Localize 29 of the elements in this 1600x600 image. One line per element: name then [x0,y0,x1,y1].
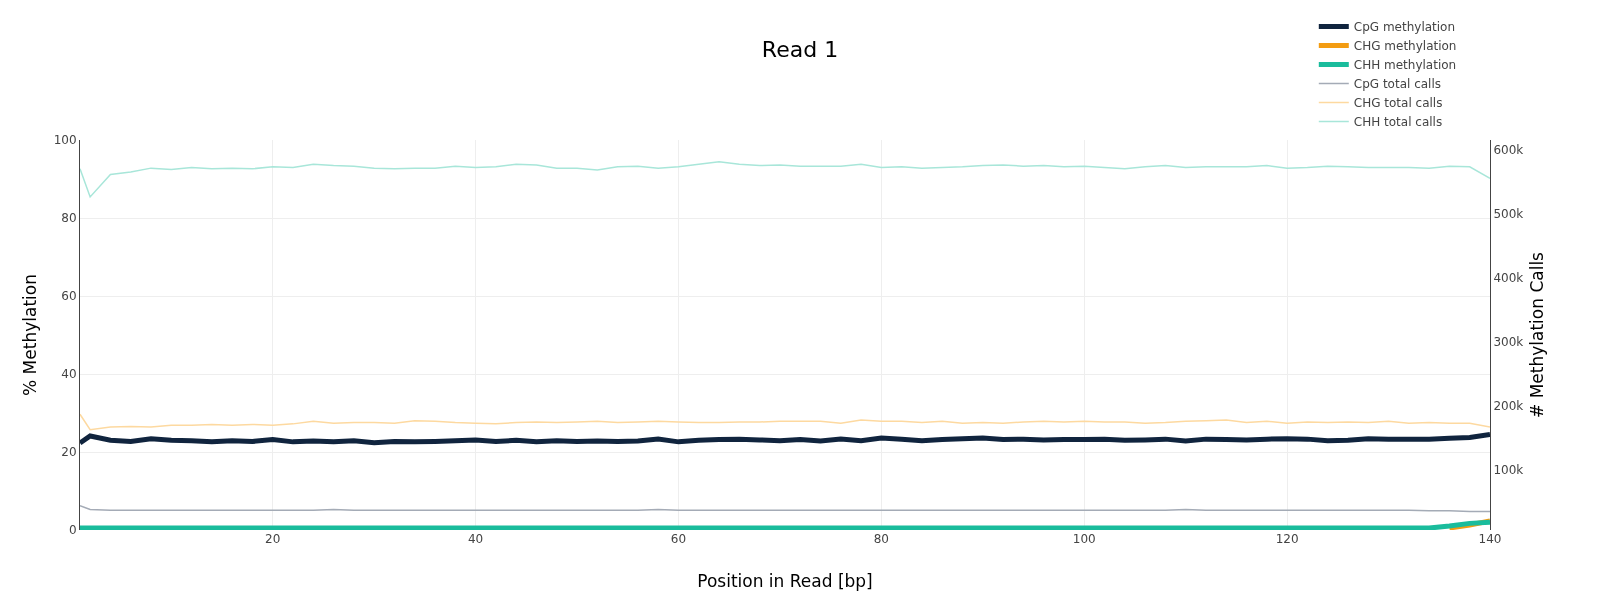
y2-tick-label: 400k [1493,271,1524,286]
y-tick-label: 80 [61,211,77,226]
chart-title: Read 1 [761,37,839,63]
y2-axis-title: # Methylation Calls [1526,251,1547,418]
x-tick-label: 20 [265,532,281,546]
legend-label: CHH total calls [1353,115,1443,130]
y-tick-label: 100 [53,133,77,148]
y-tick-label: 40 [61,367,77,382]
y-tick-label: 20 [61,445,77,460]
legend-label: CHH methylation [1353,58,1457,73]
y2-tick-label: 300k [1493,335,1524,350]
y-axis-title: % Methylation [20,274,40,396]
y2-tick-label: 500k [1493,207,1524,222]
y-tick-label: 60 [61,289,77,304]
x-axis-title: Position in Read [bp] [697,571,873,592]
legend-label: CpG total calls [1353,77,1442,92]
x-tick-label: 140 [1478,532,1502,546]
legend-label: CHG total calls [1353,96,1443,111]
x-tick-label: 120 [1275,532,1299,546]
y-tick-label: 0 [68,523,77,538]
legend-label: CHG methylation [1353,39,1457,54]
x-tick-label: 80 [873,532,890,546]
x-tick-label: 100 [1072,532,1096,546]
y2-tick-label: 200k [1493,399,1524,414]
y2-tick-label: 100k [1493,463,1524,478]
legend-label: CpG methylation [1353,20,1456,35]
y2-tick-label: 600k [1493,143,1524,158]
x-tick-label: 60 [670,532,687,546]
x-tick-label: 40 [467,532,484,546]
